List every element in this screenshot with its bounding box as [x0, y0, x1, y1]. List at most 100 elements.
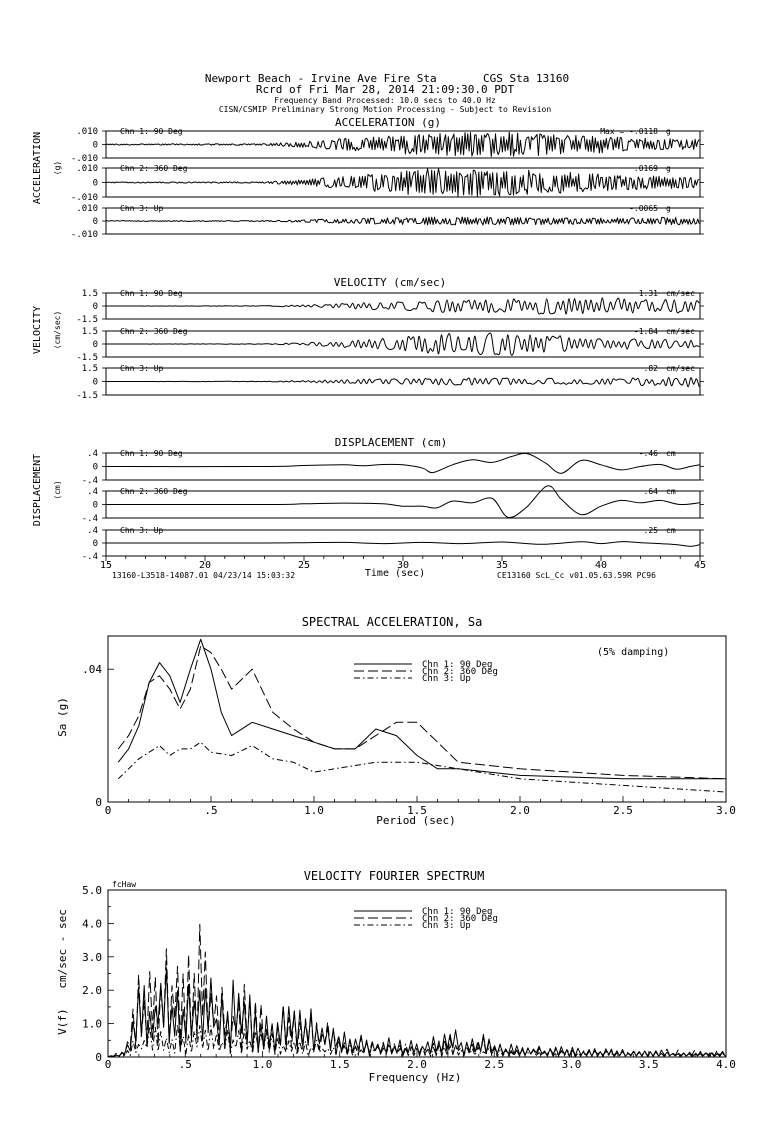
- peak-unit: cm/sec: [666, 327, 695, 336]
- header-line-3: Frequency Band Processed: 10.0 secs to 4…: [274, 96, 496, 105]
- y-tick-label: 1.0: [82, 1018, 102, 1031]
- x-tick-label: 3.0: [716, 804, 736, 817]
- waveform-trace: [106, 297, 700, 315]
- fourier-x-label: Frequency (Hz): [369, 1071, 462, 1084]
- sa-series-line: [117, 741, 727, 793]
- peak-unit: cm: [666, 487, 676, 496]
- time-axis-label: Time (sec): [365, 568, 425, 579]
- y-tick-label: 3.0: [82, 951, 102, 964]
- channel-name: Chn 3: Up: [120, 364, 164, 373]
- y-tick-label-zero: 0: [93, 378, 98, 388]
- x-tick-label: 2.0: [407, 1058, 427, 1071]
- y-tick-label-zero: 0: [93, 501, 98, 511]
- y-tick-label-top: 1.5: [82, 289, 98, 299]
- plot-frame: [107, 635, 727, 803]
- peak-value: 1.31: [639, 289, 658, 298]
- y-tick-label-bottom: -.010: [71, 193, 98, 203]
- x-tick-label: 4.0: [716, 1058, 736, 1071]
- y-tick-label-zero: 0: [93, 463, 98, 473]
- waveform-trace: [105, 541, 701, 547]
- y-tick-label-top: .010: [76, 204, 98, 214]
- x-tick-label: 15: [100, 560, 112, 571]
- x-tick-label: 1.0: [304, 804, 324, 817]
- y-tick-label: .04: [82, 663, 102, 676]
- x-tick-label: 25: [298, 560, 310, 571]
- legend-label: Chn 1: 90 Deg: [422, 907, 492, 917]
- waveform-trace: [105, 168, 700, 197]
- channel-name: Chn 1: 90 Deg: [120, 289, 183, 298]
- y-tick-label-bottom: -.010: [71, 230, 98, 240]
- waveform-trace: [105, 332, 700, 356]
- x-tick-label: 1.0: [253, 1058, 273, 1071]
- peak-unit: g: [666, 164, 671, 173]
- waveform-trace: [106, 376, 700, 388]
- y-tick-label-bottom: -1.5: [76, 391, 98, 401]
- velocity-axis-label: VELOCITY: [32, 306, 43, 354]
- fourier-series-line: [107, 1024, 726, 1058]
- header-line-2: Rcrd of Fri Mar 28, 2014 21:09:30.0 PDT: [256, 83, 515, 96]
- channel-name: Chn 2: 360 Deg: [120, 327, 188, 336]
- x-tick-label: 3.0: [562, 1058, 582, 1071]
- fourier-series-line: [107, 923, 726, 1058]
- x-tick-label: 35: [496, 560, 508, 571]
- y-tick-label-zero: 0: [93, 179, 98, 189]
- peak-value: -.0065: [629, 204, 658, 213]
- displacement-unit-label: (cm): [53, 480, 62, 499]
- damping-annotation: (5% damping): [597, 647, 669, 658]
- legend-label: Chn 2: 360 Deg: [422, 914, 498, 924]
- waveform-trace: [105, 131, 700, 157]
- waveform-trace: [105, 216, 700, 226]
- peak-value: .0169: [634, 164, 658, 173]
- footer-right: CE13160 ScL_Cc v01.05.63.59R PC96: [497, 571, 656, 580]
- peak-value: .25: [644, 526, 659, 535]
- velocity-title: VELOCITY (cm/sec): [334, 276, 447, 289]
- channel-name: Chn 2: 360 Deg: [120, 164, 188, 173]
- y-tick-label-top: .4: [87, 526, 98, 536]
- fourier-series-line: [107, 967, 726, 1058]
- y-tick-label-zero: 0: [93, 340, 98, 350]
- peak-value: Max = -.0118: [600, 127, 658, 136]
- y-tick-label-bottom: -.010: [71, 154, 98, 164]
- displacement-title: DISPLACEMENT (cm): [335, 436, 448, 449]
- y-tick-label: 0: [95, 796, 102, 809]
- velocity-unit-label: (cm/sec): [53, 311, 62, 350]
- y-tick-label-zero: 0: [93, 539, 98, 549]
- peak-unit: cm/sec: [666, 289, 695, 298]
- peak-value: .64: [644, 487, 659, 496]
- record-header: Newport Beach - Irvine Ave Fire Sta CGS …: [205, 72, 569, 114]
- y-tick-label-top: .010: [76, 164, 98, 174]
- channel-name: Chn 3: Up: [120, 204, 164, 213]
- y-tick-label-bottom: -.4: [82, 476, 98, 486]
- sa-series-line: [117, 638, 726, 780]
- legend-label: Chn 1: 90 Deg: [422, 660, 492, 670]
- y-tick-label-top: .4: [87, 449, 98, 459]
- y-tick-label: 5.0: [82, 884, 102, 897]
- channel-name: Chn 1: 90 Deg: [120, 449, 183, 458]
- fourier-title: VELOCITY FOURIER SPECTRUM: [304, 869, 485, 883]
- y-tick-label-bottom: -1.5: [76, 315, 98, 325]
- y-tick-label-zero: 0: [93, 141, 98, 151]
- peak-unit: cm/sec: [666, 364, 695, 373]
- x-tick-label: 1.5: [407, 804, 427, 817]
- y-tick-label: 4.0: [82, 917, 102, 930]
- header-line-1: Newport Beach - Irvine Ave Fire Sta CGS …: [205, 72, 569, 85]
- x-tick-label: 3.5: [639, 1058, 659, 1071]
- y-tick-label-zero: 0: [93, 217, 98, 227]
- y-tick-label-bottom: -1.5: [76, 353, 98, 363]
- legend-label: Chn 3: Up: [422, 674, 471, 684]
- acceleration-unit-label: (g): [53, 161, 62, 175]
- channel-name: Chn 1: 90 Deg: [120, 127, 183, 136]
- spectral-acceleration-title: SPECTRAL ACCELERATION, Sa: [302, 615, 483, 629]
- displacement-axis-label: DISPLACEMENT: [32, 454, 43, 526]
- peak-unit: cm: [666, 449, 676, 458]
- x-tick-label: 0: [105, 1058, 112, 1071]
- x-tick-label: 20: [199, 560, 211, 571]
- peak-value: -1.84: [634, 327, 658, 336]
- waveform-trace: [105, 485, 701, 519]
- sa-series-line: [117, 645, 727, 780]
- channel-name: Chn 2: 360 Deg: [120, 487, 188, 496]
- x-tick-label: 30: [397, 560, 409, 571]
- x-tick-label: 0: [105, 804, 112, 817]
- fourier-spectrum-plot: 0 .5 1.0 1.5 2.0 2.5 3.0 3.5 4.0 0 1.0 2.0 3.0 4.0 5.0…: [82, 884, 736, 1071]
